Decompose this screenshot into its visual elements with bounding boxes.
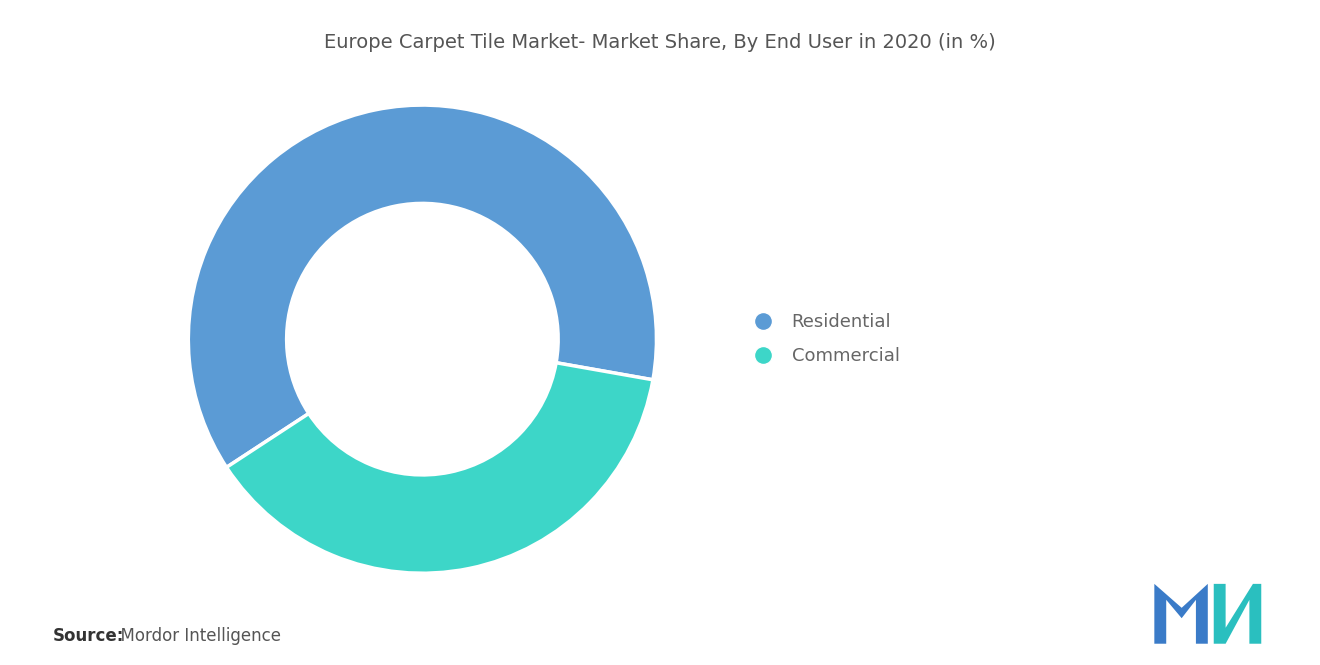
Polygon shape bbox=[1214, 584, 1262, 644]
Text: Mordor Intelligence: Mordor Intelligence bbox=[110, 627, 281, 645]
Text: Source:: Source: bbox=[53, 627, 124, 645]
Wedge shape bbox=[227, 362, 653, 573]
Legend: Residential, Commercial: Residential, Commercial bbox=[735, 304, 908, 374]
Wedge shape bbox=[189, 105, 656, 467]
Polygon shape bbox=[1154, 584, 1208, 644]
Text: Europe Carpet Tile Market- Market Share, By End User in 2020 (in %): Europe Carpet Tile Market- Market Share,… bbox=[325, 33, 995, 53]
